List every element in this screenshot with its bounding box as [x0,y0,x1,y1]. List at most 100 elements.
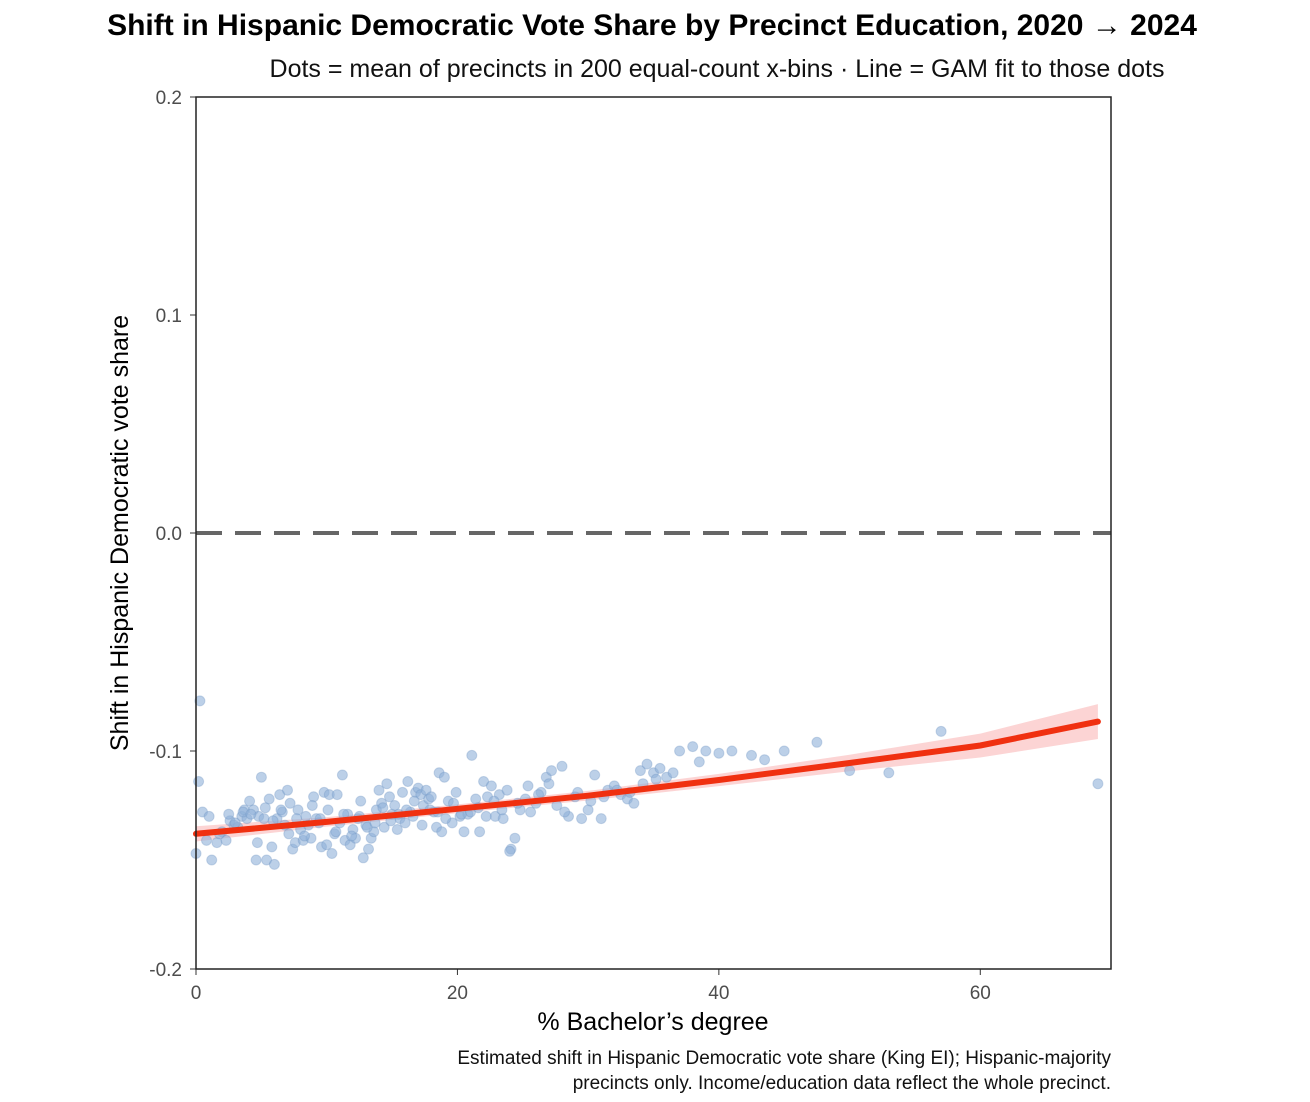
data-point [556,760,568,772]
y-tick-label-2: 0.0 [156,524,182,545]
data-point [266,841,278,853]
data-point [509,832,521,844]
data-point [485,780,497,792]
caption-line-1: Estimated shift in Hispanic Democratic v… [457,1048,1111,1069]
data-point [397,786,408,798]
data-point [361,821,373,833]
data-point [408,795,420,807]
data-point [595,813,607,825]
data-point [438,771,450,783]
data-point [674,745,686,757]
data-point [357,852,369,864]
data-point [378,821,390,833]
data-point [377,802,389,814]
data-point [458,826,470,838]
data-point [474,826,486,838]
y-tick-label-0: 0.2 [156,88,182,109]
plot-frame [195,96,1112,970]
data-point [693,756,705,768]
data-point [251,837,263,849]
x-tick-label-2: 40 [708,983,729,1004]
data-point [402,776,414,787]
data-point [274,789,286,801]
data-point [336,769,348,781]
data-point [726,745,738,757]
data-point [244,795,256,807]
data-point [504,845,516,857]
data-point [258,813,270,825]
data-point [346,830,358,842]
data-point [501,784,513,796]
data-point [440,813,452,825]
data-point [391,824,403,835]
y-axis-ticks: 0.2 0.1 0.0 -0.1 -0.2 [149,88,196,981]
chart-title: Shift in Hispanic Democratic Vote Share … [107,9,1197,42]
data-point [522,780,534,792]
data-point [206,854,218,866]
x-axis-ticks: 0 20 40 60 [191,969,991,1004]
data-point [811,736,823,748]
data-point [389,800,401,811]
data-point [223,808,235,820]
data-point [263,793,275,805]
data-point [255,771,267,783]
data-point [746,749,757,761]
data-point [543,778,555,790]
data-point [1092,778,1104,790]
x-tick-label-1: 20 [447,983,468,1004]
data-point [326,848,338,859]
data-point [478,776,490,787]
data-point [576,813,588,825]
chart-subtitle: Dots = mean of precincts in 200 equal-co… [270,55,1165,83]
data-point [778,745,790,757]
data-point [634,765,646,777]
data-point [466,749,478,761]
data-point [331,789,343,801]
data-point [883,767,895,779]
x-tick-label-0: 0 [191,983,202,1004]
data-point [330,826,342,838]
data-point [268,858,280,870]
data-point [283,828,295,840]
data-point [373,784,385,796]
caption-line-2: precincts only. Income/education data re… [573,1073,1111,1094]
data-point [399,817,411,829]
data-point [250,854,262,866]
data-point [436,826,448,838]
data-point [203,810,215,822]
data-point [201,834,212,846]
data-point [282,784,293,796]
data-point [299,830,310,842]
y-axis-label: Shift in Hispanic Democratic vote share [106,315,134,751]
y-tick-label-1: 0.1 [156,306,182,327]
data-point [259,802,271,814]
data-point [322,804,334,816]
data-point [450,786,462,798]
data-point [284,797,296,809]
data-point [546,765,557,777]
data-point [667,767,679,779]
data-point [650,773,662,785]
y-tick-label-4: -0.2 [149,960,182,981]
data-point [355,795,367,807]
data-point [700,745,712,757]
data-point [654,762,666,774]
data-point [759,754,771,766]
data-point [220,834,232,846]
data-point [935,725,947,737]
data-point [525,806,537,818]
data-point [229,817,241,829]
y-tick-label-3: -0.1 [149,742,182,763]
data-point [275,804,287,816]
data-point [245,808,257,820]
data-point [193,776,205,787]
data-point [261,854,273,866]
data-point [687,741,699,753]
data-point [321,839,333,851]
data-point [416,819,428,831]
data-point [381,778,393,790]
data-point [363,843,374,855]
data-point [306,800,318,811]
data-point [559,806,571,818]
